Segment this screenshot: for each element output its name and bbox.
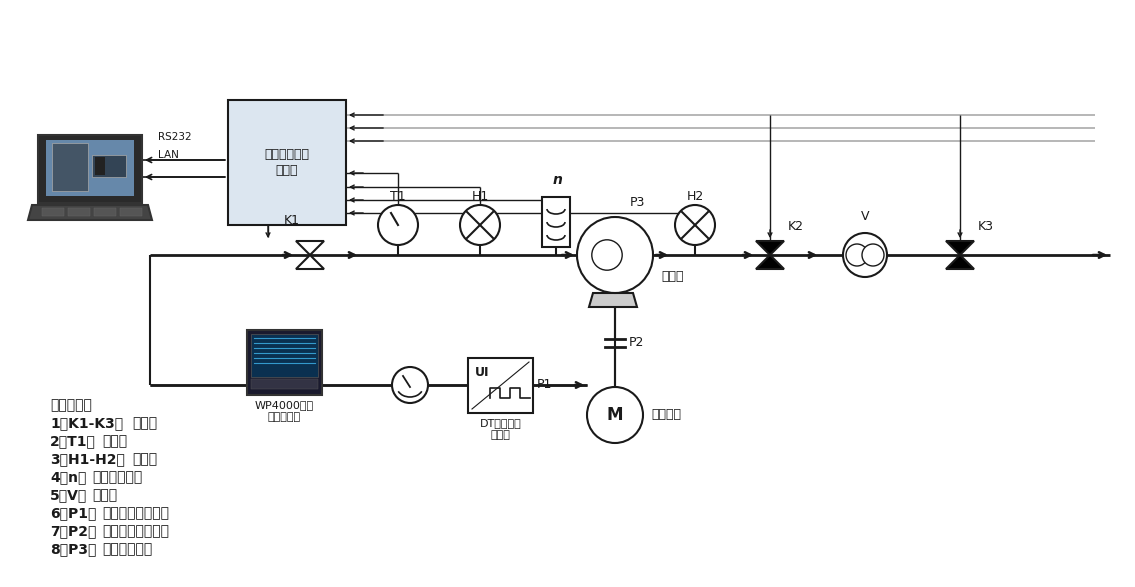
Text: 温度计: 温度计 [102,434,127,448]
Text: K2: K2 [788,220,804,233]
Text: 6、P1：: 6、P1： [50,506,96,520]
Circle shape [392,367,428,403]
Text: 压力计: 压力计 [132,452,157,466]
Text: 流量计: 流量计 [92,488,117,502]
Text: 水泵综合参数
测试仪: 水泵综合参数 测试仪 [264,149,310,177]
Text: K1: K1 [284,214,300,227]
Text: 拖动电机输出功率: 拖动电机输出功率 [102,524,169,538]
Text: 8、P3：: 8、P3： [50,542,96,556]
Bar [247,330,322,395]
Circle shape [577,217,653,293]
Polygon shape [37,135,142,203]
Bar [468,358,533,413]
Text: 拖动电机输入功率: 拖动电机输入功率 [102,506,169,520]
Text: LAN: LAN [158,150,179,160]
Circle shape [675,205,715,245]
Bar [251,334,318,377]
Text: UI: UI [474,366,489,379]
Text: 电磁阀: 电磁阀 [132,416,157,430]
Polygon shape [945,255,974,269]
Text: 3、H1-H2：: 3、H1-H2： [50,452,125,466]
Text: WP4000变频
功率分析仪: WP4000变频 功率分析仪 [255,400,314,421]
Bar [47,140,134,196]
Text: 7、P2：: 7、P2： [50,524,96,538]
Text: DT系列数字
变送器: DT系列数字 变送器 [480,418,521,440]
Text: P2: P2 [629,336,645,349]
Text: T1: T1 [390,190,406,203]
Polygon shape [756,255,784,269]
Text: P3: P3 [630,196,646,209]
Bar [42,208,64,216]
Bar [228,100,346,225]
Text: n: n [553,173,563,187]
Text: 离心泵: 离心泵 [661,270,683,283]
Circle shape [460,205,501,245]
Polygon shape [296,241,323,255]
Polygon shape [756,241,784,255]
Text: 1、K1-K3：: 1、K1-K3： [50,416,123,430]
Bar [543,197,570,247]
Circle shape [861,244,884,266]
Text: 5、V：: 5、V： [50,488,87,502]
Bar [95,157,106,175]
Text: P1: P1 [537,379,553,392]
Text: 水泵实时转速: 水泵实时转速 [92,470,142,484]
Bar [52,143,89,191]
Circle shape [587,387,644,443]
Text: 4、n：: 4、n： [50,470,86,484]
Circle shape [846,244,868,266]
Text: RS232: RS232 [158,132,192,142]
Bar [120,208,142,216]
Text: H2: H2 [687,190,704,203]
Text: 水泵输出功率: 水泵输出功率 [102,542,152,556]
Text: V: V [860,210,869,223]
Text: M: M [607,406,623,424]
Bar [251,379,318,389]
Bar [92,155,126,177]
Text: H1: H1 [471,190,489,203]
Circle shape [843,233,886,277]
Text: 参量说明：: 参量说明： [50,398,92,412]
Text: 2、T1：: 2、T1： [50,434,95,448]
Polygon shape [589,293,637,307]
Bar [94,208,116,216]
Polygon shape [945,241,974,255]
Text: K3: K3 [978,220,994,233]
Text: 拖动电机: 拖动电机 [651,409,681,421]
Circle shape [378,205,418,245]
Polygon shape [28,205,152,220]
Bar [68,208,90,216]
Polygon shape [296,255,323,269]
Circle shape [591,240,622,270]
